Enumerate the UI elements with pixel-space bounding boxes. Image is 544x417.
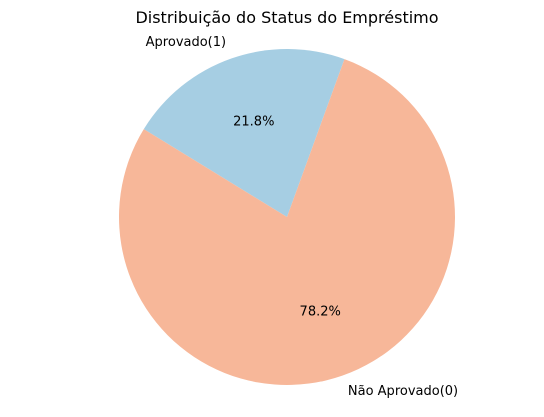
pie-slices: [119, 49, 455, 385]
slice-pct-label-1: 78.2%: [300, 305, 341, 320]
pie-labels: Aprovado(1) 21.8% Não Aprovado(0) 78.2%: [146, 35, 458, 399]
slice-label-0: Aprovado(1): [146, 35, 226, 50]
slice-label-1: Não Aprovado(0): [348, 384, 458, 399]
chart-title: Distribuição do Status do Empréstimo: [135, 8, 438, 27]
slice-pct-label-0: 21.8%: [233, 114, 274, 129]
pie-slice-1: [119, 59, 455, 385]
pie-slice-0: [143, 49, 345, 217]
